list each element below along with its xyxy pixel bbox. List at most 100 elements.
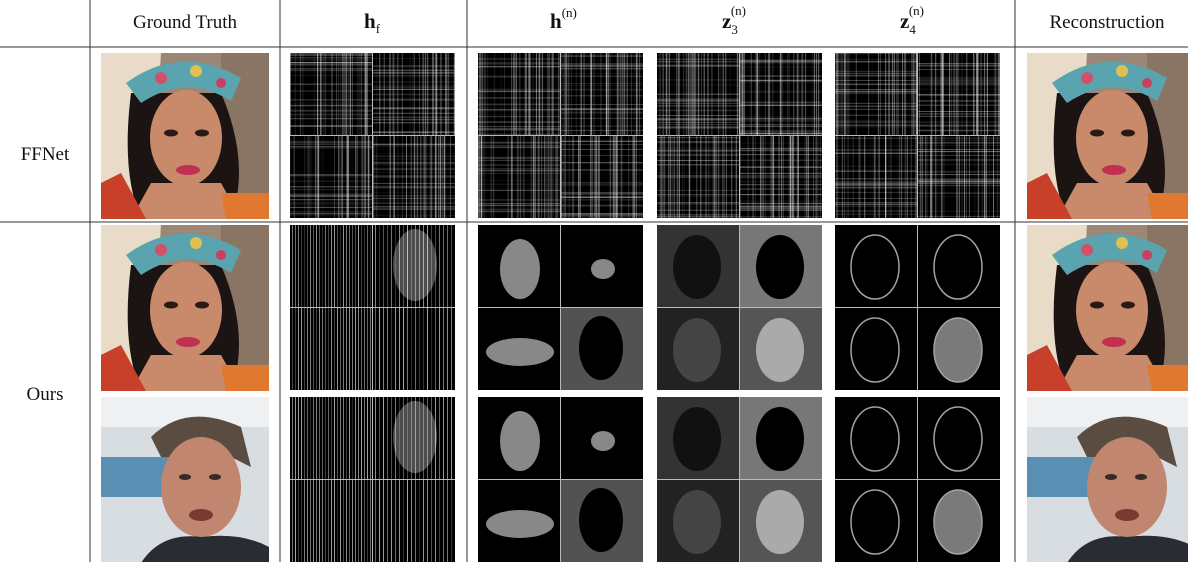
texture <box>835 138 917 139</box>
texture <box>561 177 643 178</box>
texture <box>373 100 455 101</box>
texture <box>439 225 440 307</box>
row-label: FFNet <box>21 144 70 165</box>
texture <box>486 510 554 538</box>
texture <box>918 145 1000 146</box>
ground-truth-image <box>101 53 269 219</box>
texture <box>325 397 326 479</box>
texture <box>740 210 822 211</box>
texture <box>379 480 380 562</box>
texture <box>934 490 982 554</box>
texture <box>334 397 335 479</box>
texture <box>561 104 643 105</box>
texture <box>478 116 560 117</box>
feature-map <box>835 225 1000 390</box>
texture <box>478 205 560 206</box>
texture <box>373 187 455 188</box>
texture <box>349 308 350 390</box>
reconstruction-image <box>1027 53 1188 219</box>
texture <box>835 123 917 124</box>
texture <box>918 54 1000 55</box>
texture <box>918 193 1000 194</box>
texture <box>740 201 822 202</box>
texture <box>478 209 560 210</box>
texture <box>373 175 455 176</box>
texture <box>759 53 760 135</box>
texture <box>478 89 560 90</box>
texture <box>918 81 1000 82</box>
texture <box>740 154 822 155</box>
texture <box>835 125 917 126</box>
texture <box>290 66 372 67</box>
texture <box>740 207 822 208</box>
texture <box>373 206 455 207</box>
texture <box>657 214 739 215</box>
texture <box>835 71 917 72</box>
texture <box>835 54 917 55</box>
feature-map <box>290 53 455 219</box>
texture <box>958 136 959 218</box>
texture <box>657 79 739 80</box>
texture <box>290 144 372 145</box>
column-header: Reconstruction <box>1049 12 1165 33</box>
texture <box>478 90 560 91</box>
texture <box>801 53 802 135</box>
texture <box>561 60 643 61</box>
texture <box>918 171 1000 172</box>
texture <box>373 89 455 90</box>
texture <box>316 397 317 479</box>
texture <box>561 205 643 206</box>
texture <box>847 53 848 135</box>
texture <box>403 308 404 390</box>
texture <box>290 75 372 76</box>
texture <box>478 173 560 174</box>
texture <box>451 397 452 479</box>
texture <box>740 132 822 133</box>
texture <box>328 308 329 390</box>
texture <box>918 130 1000 131</box>
texture <box>290 213 372 214</box>
texture <box>290 104 372 105</box>
texture <box>918 93 1000 94</box>
texture <box>290 181 372 182</box>
texture <box>797 53 798 135</box>
texture <box>292 225 293 307</box>
texture <box>740 53 741 135</box>
texture <box>561 76 643 77</box>
texture <box>478 199 560 200</box>
texture <box>319 225 320 307</box>
texture <box>290 53 372 54</box>
texture <box>561 73 643 74</box>
texture <box>657 128 739 129</box>
texture <box>835 93 917 94</box>
texture <box>744 53 745 135</box>
texture <box>373 209 455 210</box>
texture <box>328 225 329 307</box>
texture <box>346 397 347 479</box>
texture <box>373 108 455 109</box>
texture <box>393 229 437 301</box>
texture <box>657 122 739 123</box>
texture <box>918 105 1000 106</box>
texture <box>307 480 308 562</box>
texture <box>880 53 881 135</box>
feature-map <box>657 225 822 390</box>
texture <box>673 235 721 299</box>
texture <box>835 187 917 188</box>
feature-map <box>290 225 455 390</box>
texture <box>361 480 362 562</box>
texture <box>478 211 560 212</box>
texture <box>298 397 299 479</box>
texture <box>355 225 356 307</box>
texture <box>835 145 917 146</box>
texture <box>561 68 643 69</box>
texture <box>740 131 822 132</box>
texture <box>561 174 643 175</box>
texture <box>379 397 380 479</box>
texture <box>799 53 800 135</box>
texture <box>916 53 917 135</box>
texture <box>316 225 317 307</box>
texture <box>304 308 305 390</box>
texture <box>375 308 376 390</box>
texture <box>298 308 299 390</box>
